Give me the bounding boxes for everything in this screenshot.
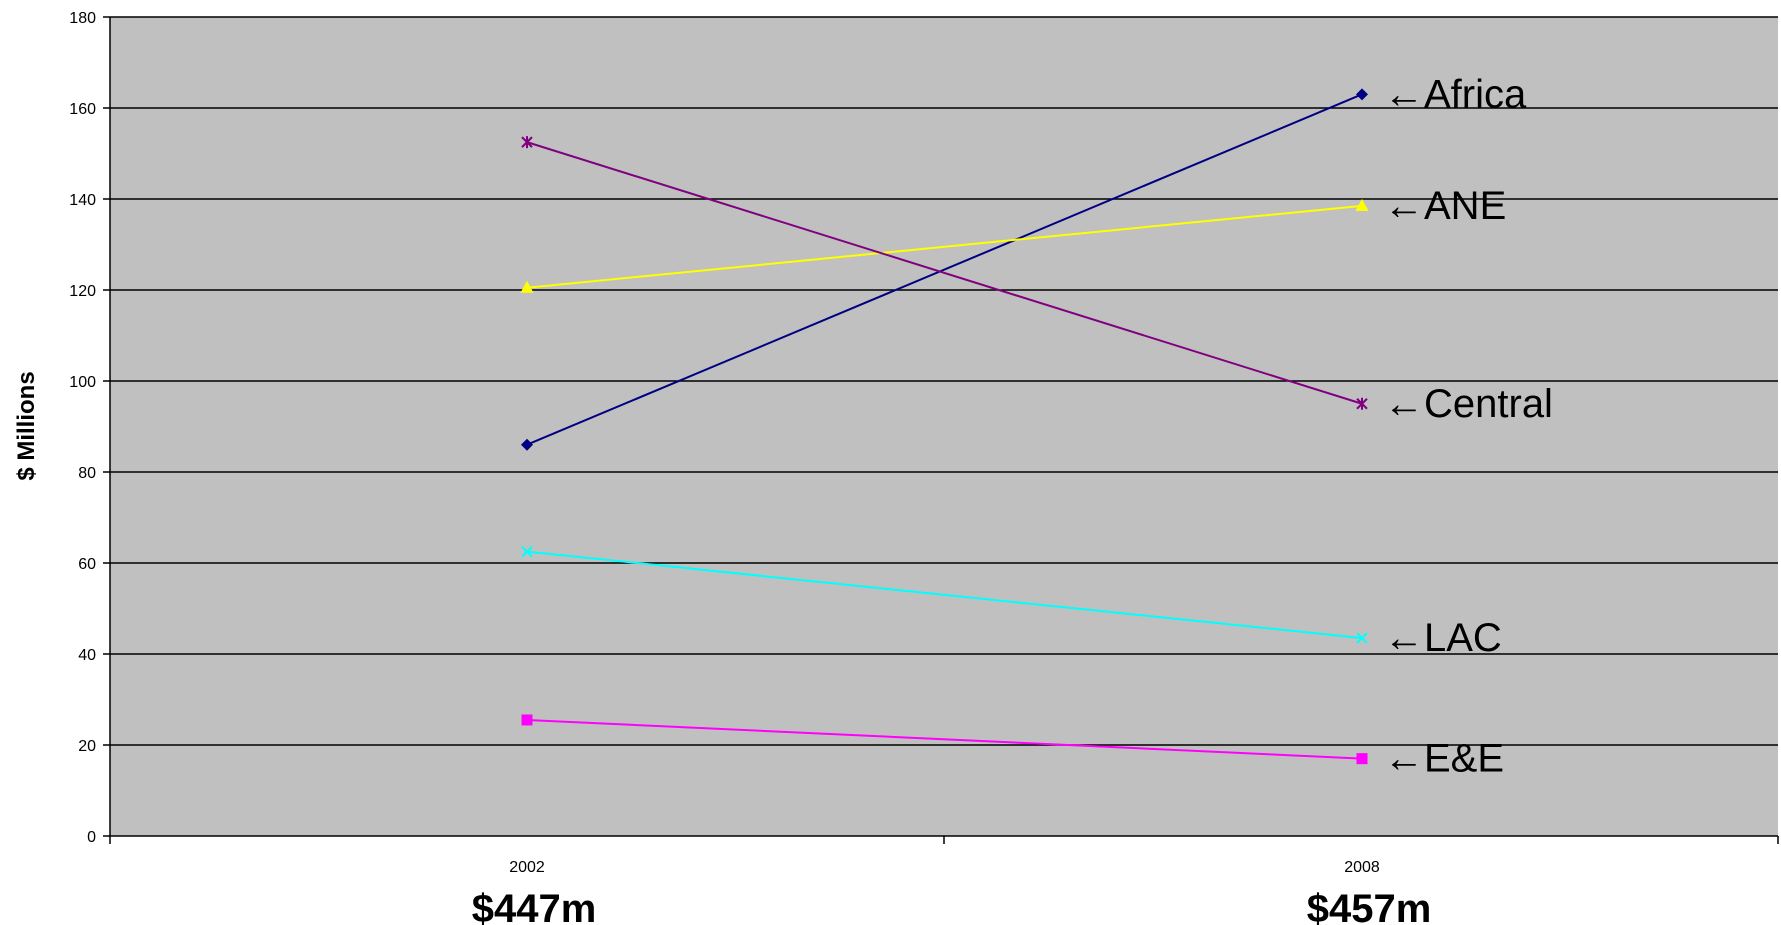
series-line-central xyxy=(526,141,1363,405)
y-tick-label-20: 20 xyxy=(78,738,96,755)
x-tick-label-2002: 2002 xyxy=(509,859,545,876)
marker-lac-2002 xyxy=(521,545,533,558)
y-tick-label-160: 160 xyxy=(69,101,96,118)
y-tick-label-0: 0 xyxy=(87,829,96,846)
series-labels: ←Africa ←ANE ←Central ←LAC ←E&E xyxy=(1384,72,1553,780)
marker-ane-2002 xyxy=(520,280,534,293)
series-line-e-e xyxy=(526,718,1363,760)
y-axis-label: $ Millions xyxy=(13,371,40,480)
y-tick-label-80: 80 xyxy=(78,465,96,482)
series-line-lac xyxy=(526,550,1363,640)
marker-central-2008 xyxy=(1356,397,1368,410)
series-lines xyxy=(526,93,1363,760)
y-tick-label-120: 120 xyxy=(69,283,96,300)
series-line-africa xyxy=(526,93,1363,446)
plot-area xyxy=(110,17,1778,836)
series-markers xyxy=(520,88,1369,765)
grid-lines xyxy=(110,16,1778,746)
total-label-2008: $457m xyxy=(1307,887,1432,925)
x-tick-label-2008: 2008 xyxy=(1344,859,1380,876)
series-line-ane xyxy=(526,204,1363,289)
y-tick-label-140: 140 xyxy=(69,192,96,209)
y-tick-label-180: 180 xyxy=(69,10,96,27)
marker-central-2002 xyxy=(521,136,533,149)
series-label-central: ←Central xyxy=(1384,382,1553,426)
series-label-africa: ←Africa xyxy=(1384,72,1527,116)
marker-ane-2008 xyxy=(1355,198,1369,211)
axes xyxy=(103,16,1779,844)
marker-africa-2008 xyxy=(1356,88,1368,101)
series-label-ane: ←ANE xyxy=(1384,184,1506,228)
marker-e-e-2008 xyxy=(1356,753,1368,765)
y-tick-label-40: 40 xyxy=(78,647,96,664)
total-label-2002: $447m xyxy=(472,887,597,925)
series-label-e-e: ←E&E xyxy=(1384,737,1504,781)
marker-africa-2002 xyxy=(521,438,533,451)
marker-e-e-2002 xyxy=(521,714,533,726)
y-tick-label-60: 60 xyxy=(78,556,96,573)
series-label-lac: ←LAC xyxy=(1384,616,1502,660)
tick-labels: 0 20 40 60 80 100 120 140 160 180 2002 $447m 2008 $45… xyxy=(69,10,1431,925)
marker-lac-2008 xyxy=(1356,632,1368,644)
y-tick-label-100: 100 xyxy=(69,374,96,391)
